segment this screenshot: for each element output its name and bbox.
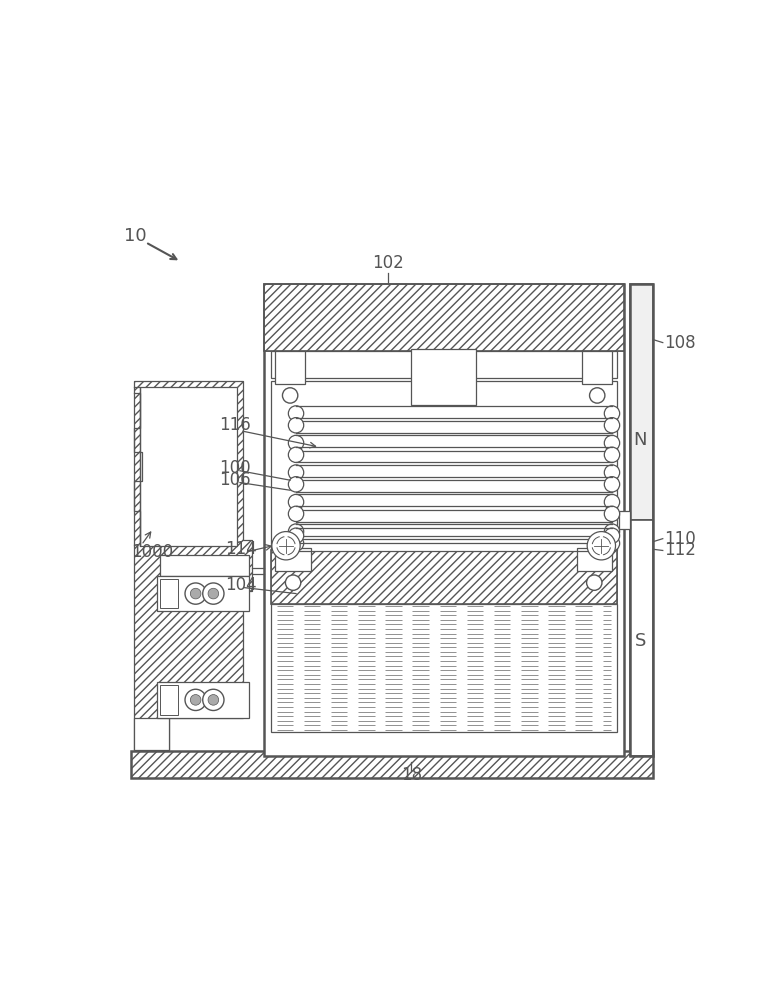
Circle shape bbox=[208, 695, 219, 705]
Circle shape bbox=[604, 418, 620, 433]
Circle shape bbox=[203, 689, 224, 711]
Circle shape bbox=[288, 524, 304, 539]
Text: 112: 112 bbox=[664, 541, 696, 559]
Bar bbox=[275, 351, 305, 384]
Circle shape bbox=[604, 536, 620, 551]
Bar bbox=[582, 351, 612, 384]
Bar bbox=[133, 718, 169, 750]
Circle shape bbox=[604, 477, 620, 492]
Circle shape bbox=[604, 465, 620, 480]
Circle shape bbox=[190, 588, 201, 599]
Circle shape bbox=[588, 532, 616, 560]
Bar bbox=[296, 447, 612, 462]
Text: 110: 110 bbox=[664, 530, 696, 548]
Circle shape bbox=[203, 583, 224, 604]
Circle shape bbox=[288, 465, 304, 480]
Bar bbox=[131, 751, 653, 778]
Circle shape bbox=[587, 575, 602, 590]
Circle shape bbox=[185, 583, 207, 604]
Bar bbox=[296, 506, 612, 522]
Circle shape bbox=[288, 477, 304, 492]
Bar bbox=[275, 548, 311, 571]
Text: 1000: 1000 bbox=[131, 543, 173, 561]
Circle shape bbox=[288, 447, 304, 462]
Bar bbox=[157, 682, 248, 718]
Bar bbox=[264, 284, 624, 351]
Circle shape bbox=[272, 532, 300, 560]
Text: 10: 10 bbox=[123, 227, 146, 245]
Text: 108: 108 bbox=[664, 334, 696, 352]
Circle shape bbox=[190, 695, 201, 705]
Circle shape bbox=[604, 524, 620, 539]
Bar bbox=[411, 349, 476, 405]
Bar bbox=[264, 284, 624, 351]
Circle shape bbox=[288, 528, 304, 543]
Circle shape bbox=[604, 528, 620, 543]
Bar bbox=[271, 604, 616, 732]
Text: S: S bbox=[635, 632, 646, 650]
Bar bbox=[296, 494, 612, 510]
Bar bbox=[577, 548, 612, 571]
Bar bbox=[296, 406, 612, 421]
Text: 100: 100 bbox=[219, 459, 251, 477]
Bar bbox=[160, 579, 178, 608]
Bar bbox=[296, 435, 612, 451]
Bar bbox=[619, 511, 629, 529]
Circle shape bbox=[185, 689, 207, 711]
Bar bbox=[271, 381, 616, 550]
Circle shape bbox=[288, 536, 304, 551]
Circle shape bbox=[288, 506, 304, 522]
Text: 106: 106 bbox=[219, 471, 251, 489]
Circle shape bbox=[604, 494, 620, 510]
Circle shape bbox=[283, 388, 298, 403]
Bar bbox=[271, 351, 616, 378]
Circle shape bbox=[288, 435, 304, 451]
Bar bbox=[296, 536, 612, 551]
Bar bbox=[296, 528, 612, 543]
Bar bbox=[160, 555, 249, 576]
Bar bbox=[296, 477, 612, 492]
Text: 102: 102 bbox=[372, 254, 403, 272]
Circle shape bbox=[208, 588, 219, 599]
Bar bbox=[296, 465, 612, 480]
Bar bbox=[629, 284, 653, 520]
Bar bbox=[271, 550, 616, 604]
Bar bbox=[629, 520, 653, 756]
Circle shape bbox=[288, 406, 304, 421]
Polygon shape bbox=[133, 381, 251, 750]
Circle shape bbox=[604, 506, 620, 522]
Bar bbox=[160, 685, 178, 715]
Circle shape bbox=[590, 388, 605, 403]
Circle shape bbox=[604, 435, 620, 451]
Bar bbox=[296, 418, 612, 433]
Circle shape bbox=[604, 447, 620, 462]
Text: 18: 18 bbox=[401, 766, 421, 784]
Text: 114: 114 bbox=[226, 540, 257, 558]
Text: 104: 104 bbox=[226, 576, 257, 594]
Bar bbox=[271, 550, 616, 604]
Bar bbox=[157, 576, 248, 611]
Text: 116: 116 bbox=[219, 416, 251, 434]
Circle shape bbox=[288, 418, 304, 433]
Text: N: N bbox=[633, 431, 647, 449]
Bar bbox=[296, 524, 612, 539]
Circle shape bbox=[288, 494, 304, 510]
Bar bbox=[139, 387, 237, 546]
Bar bbox=[629, 284, 653, 756]
Bar bbox=[264, 284, 624, 756]
Circle shape bbox=[604, 406, 620, 421]
Circle shape bbox=[286, 575, 301, 590]
